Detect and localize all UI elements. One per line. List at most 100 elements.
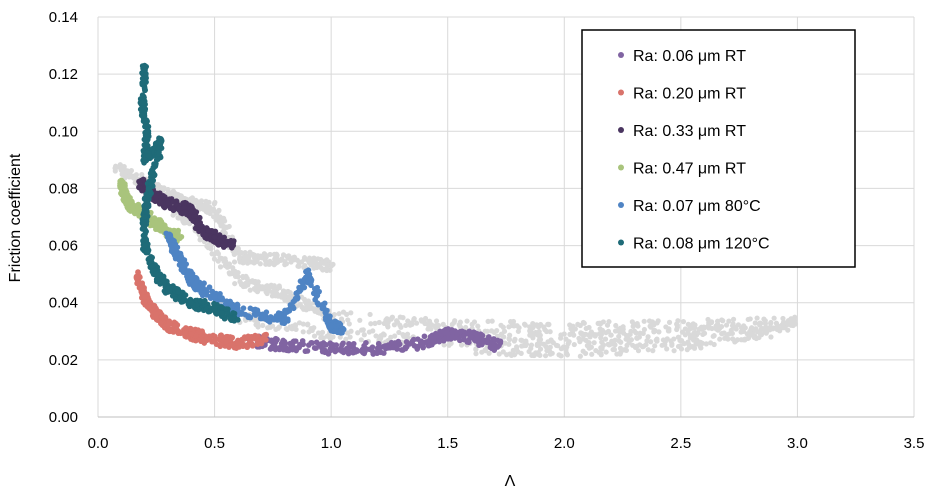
background-point <box>730 336 736 342</box>
data-point <box>140 176 147 183</box>
background-point <box>469 321 475 327</box>
background-point <box>287 289 293 296</box>
data-point <box>216 294 223 300</box>
background-point <box>235 270 241 276</box>
data-point <box>263 316 269 323</box>
data-point <box>172 296 179 303</box>
background-point <box>645 347 651 353</box>
background-point <box>217 219 223 225</box>
legend-label: Ra: 0.33 μm RT <box>633 123 746 140</box>
background-point <box>226 223 232 230</box>
y-tick-label: 0.00 <box>49 409 78 426</box>
background-point <box>228 271 234 277</box>
data-point <box>322 309 329 316</box>
data-point <box>170 206 176 213</box>
data-point <box>156 149 162 156</box>
background-point <box>230 265 236 271</box>
background-point <box>449 321 455 328</box>
background-point <box>297 301 303 307</box>
background-point <box>301 256 307 262</box>
background-point <box>189 195 195 201</box>
data-point <box>145 152 152 159</box>
background-point <box>666 319 673 325</box>
background-point <box>183 218 189 224</box>
data-point <box>250 306 257 313</box>
data-point <box>297 342 303 349</box>
legend-label: Ra: 0.06 μm RT <box>633 48 746 65</box>
background-point <box>275 325 281 331</box>
background-point <box>368 321 374 327</box>
data-point <box>151 172 158 179</box>
background-point <box>498 332 505 338</box>
background-point <box>302 299 308 305</box>
background-point <box>582 350 589 357</box>
data-point <box>490 336 497 342</box>
data-point <box>182 199 188 206</box>
background-point <box>197 237 203 243</box>
background-point <box>754 315 760 321</box>
background-point <box>348 310 354 316</box>
background-point <box>767 327 773 333</box>
data-point <box>425 342 432 349</box>
background-point <box>651 327 657 333</box>
background-point <box>475 323 481 329</box>
background-point <box>241 257 247 263</box>
background-point <box>564 352 571 358</box>
data-point <box>141 142 148 148</box>
data-point <box>223 299 229 305</box>
background-point <box>324 263 330 269</box>
background-point <box>604 322 611 328</box>
data-point <box>141 220 147 227</box>
background-point <box>698 324 705 330</box>
background-point <box>311 333 318 339</box>
background-point <box>720 318 726 324</box>
background-point <box>542 353 549 359</box>
background-point <box>715 327 721 333</box>
background-point <box>598 345 604 351</box>
background-point <box>547 329 553 335</box>
data-point <box>466 339 472 346</box>
background-point <box>751 334 757 341</box>
y-tick-label: 0.02 <box>49 352 78 369</box>
background-point <box>458 342 465 348</box>
data-point <box>153 271 160 277</box>
background-point <box>433 322 439 329</box>
data-point <box>176 205 183 211</box>
background-point <box>774 322 781 329</box>
data-point <box>444 335 451 342</box>
background-point <box>752 320 758 326</box>
data-point <box>346 340 352 347</box>
data-point <box>350 349 356 356</box>
background-point <box>678 346 685 352</box>
background-point <box>343 336 349 342</box>
data-point <box>203 287 210 293</box>
background-point <box>214 213 220 219</box>
background-point <box>768 319 774 326</box>
background-point <box>761 316 767 322</box>
data-point <box>141 242 148 249</box>
background-point <box>316 310 323 316</box>
background-point <box>198 198 205 204</box>
background-point <box>589 351 595 357</box>
background-point <box>645 334 651 340</box>
background-point <box>545 339 551 345</box>
legend-marker <box>618 52 624 58</box>
background-point <box>124 168 131 174</box>
data-point <box>150 165 156 172</box>
background-point <box>664 346 670 352</box>
background-point <box>679 338 685 344</box>
background-point <box>550 340 556 346</box>
data-point <box>354 348 361 354</box>
data-point <box>211 234 218 240</box>
data-point <box>144 202 150 209</box>
data-point <box>293 290 300 297</box>
background-point <box>635 323 641 329</box>
background-point <box>500 324 506 330</box>
background-point <box>452 318 458 324</box>
background-point <box>231 259 238 265</box>
background-point <box>291 257 297 263</box>
background-point <box>747 316 753 322</box>
data-point <box>211 300 217 307</box>
background-point <box>411 316 417 322</box>
background-point <box>489 318 495 324</box>
